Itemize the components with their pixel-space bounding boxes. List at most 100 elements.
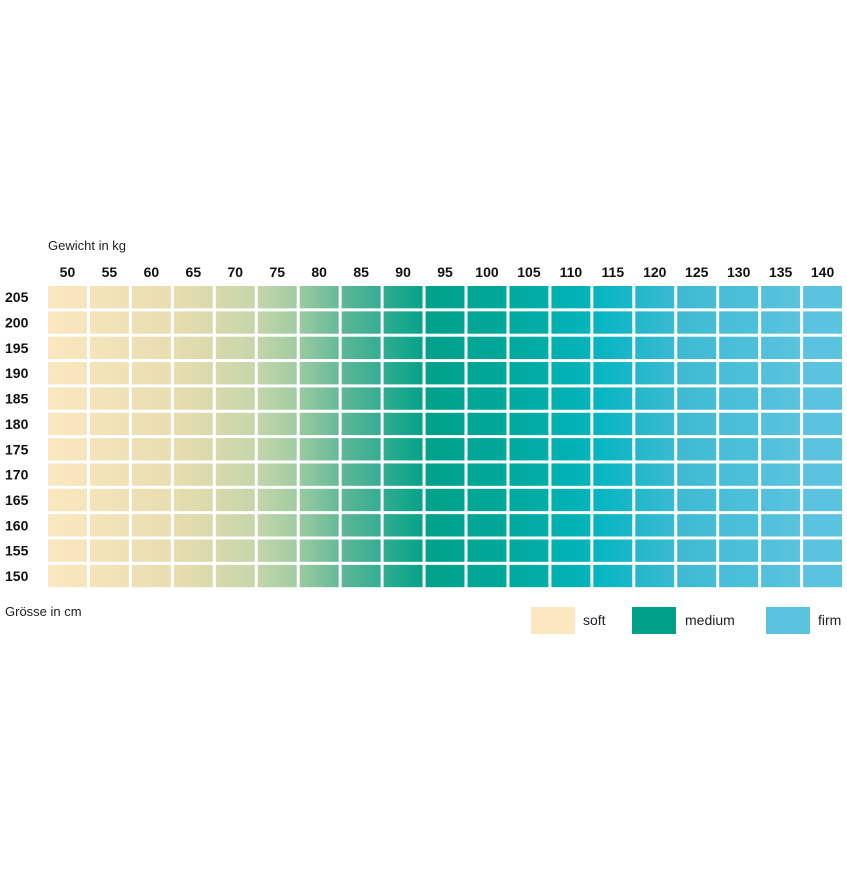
heatmap-cell: [761, 412, 801, 436]
heatmap-cell: [467, 362, 507, 385]
heatmap-cell: [551, 286, 591, 309]
x-axis-label: Gewicht in kg: [48, 238, 127, 253]
heatmap-cell: [719, 438, 759, 461]
heatmap-cell: [425, 387, 465, 410]
heatmap-cell: [803, 539, 843, 562]
heatmap-cell: [551, 362, 591, 385]
heatmap-cell: [719, 387, 759, 410]
heatmap-cell: [299, 514, 339, 537]
x-tick-label: 60: [144, 264, 160, 280]
heatmap-cell: [761, 387, 801, 410]
y-tick-label: 200: [5, 315, 29, 331]
heatmap-cell: [761, 488, 801, 512]
heatmap-cell: [803, 412, 843, 436]
heatmap-cell: [383, 311, 423, 334]
x-tick-label: 140: [811, 264, 835, 280]
heatmap-cell: [761, 539, 801, 562]
heatmap-cell: [593, 412, 633, 436]
heatmap-cell: [635, 564, 675, 588]
heatmap-cell: [48, 362, 87, 385]
heatmap-cell: [635, 286, 675, 309]
x-tick-label: 100: [475, 264, 499, 280]
heatmap-cell: [593, 438, 633, 461]
heatmap-cell: [48, 564, 87, 588]
heatmap-cell: [635, 463, 675, 486]
heatmap-cell: [425, 463, 465, 486]
x-tick-label: 80: [311, 264, 327, 280]
heatmap-cell: [89, 488, 129, 512]
heatmap-cell: [803, 311, 843, 334]
heatmap-cell: [383, 387, 423, 410]
heatmap-cell: [299, 286, 339, 309]
heatmap-cell: [299, 362, 339, 385]
heatmap-cell: [89, 362, 129, 385]
heatmap-cell: [467, 286, 507, 309]
heatmap-cell: [48, 336, 87, 360]
heatmap-cell: [48, 463, 87, 486]
y-tick-label: 185: [5, 391, 29, 407]
heatmap-cell: [551, 564, 591, 588]
heatmap-cell: [677, 438, 717, 461]
heatmap-cell: [761, 286, 801, 309]
heatmap-cell: [48, 438, 87, 461]
heatmap-cell: [593, 311, 633, 334]
heatmap-cell: [635, 311, 675, 334]
heatmap-cell: [341, 362, 381, 385]
heatmap-cell: [257, 463, 297, 486]
heatmap-cell: [509, 286, 549, 309]
heatmap-cell: [803, 463, 843, 486]
heatmap-cell: [425, 412, 465, 436]
heatmap-cell: [215, 362, 255, 385]
heatmap-cell: [215, 564, 255, 588]
heatmap-cell: [131, 539, 171, 562]
heatmap-cell: [341, 387, 381, 410]
heatmap-cell: [215, 488, 255, 512]
heatmap-cell: [341, 438, 381, 461]
heatmap-cell: [257, 514, 297, 537]
heatmap-cell: [719, 311, 759, 334]
heatmap-cell: [761, 438, 801, 461]
y-tick-label: 180: [5, 416, 29, 432]
heatmap-cell: [257, 539, 297, 562]
heatmap-cell: [341, 412, 381, 436]
heatmap-cell: [803, 438, 843, 461]
heatmap-cell: [383, 514, 423, 537]
heatmap-cell: [509, 539, 549, 562]
heatmap-cell: [551, 463, 591, 486]
x-tick-label: 120: [643, 264, 667, 280]
heatmap-cell: [551, 438, 591, 461]
heatmap-cell: [383, 362, 423, 385]
heatmap-cell: [593, 488, 633, 512]
heatmap-cell: [48, 387, 87, 410]
heatmap-cell: [551, 488, 591, 512]
heatmap-cell: [48, 514, 87, 537]
heatmap-cell: [257, 412, 297, 436]
heatmap-cell: [761, 514, 801, 537]
heatmap-cell: [761, 336, 801, 360]
heatmap-cell: [719, 463, 759, 486]
y-tick-label: 150: [5, 568, 29, 584]
heatmap-cell: [257, 286, 297, 309]
heatmap-cell: [299, 336, 339, 360]
heatmap-cell: [131, 488, 171, 512]
heatmap-cell: [593, 336, 633, 360]
heatmap-cell: [425, 362, 465, 385]
heatmap-cell: [593, 286, 633, 309]
legend-label-medium: medium: [685, 612, 735, 628]
heatmap-cell: [719, 412, 759, 436]
heatmap-cell: [635, 539, 675, 562]
heatmap-cell: [509, 564, 549, 588]
heatmap-cell: [719, 336, 759, 360]
heatmap-cell: [257, 564, 297, 588]
heatmap-cell: [467, 311, 507, 334]
heatmap-cell: [383, 336, 423, 360]
heatmap-cell: [215, 412, 255, 436]
heatmap-cell: [89, 438, 129, 461]
x-tick-label: 85: [353, 264, 369, 280]
heatmap-cell: [89, 463, 129, 486]
heatmap-cell: [761, 564, 801, 588]
heatmap-cell: [467, 438, 507, 461]
heatmap-cell: [299, 463, 339, 486]
heatmap-cell: [173, 463, 213, 486]
